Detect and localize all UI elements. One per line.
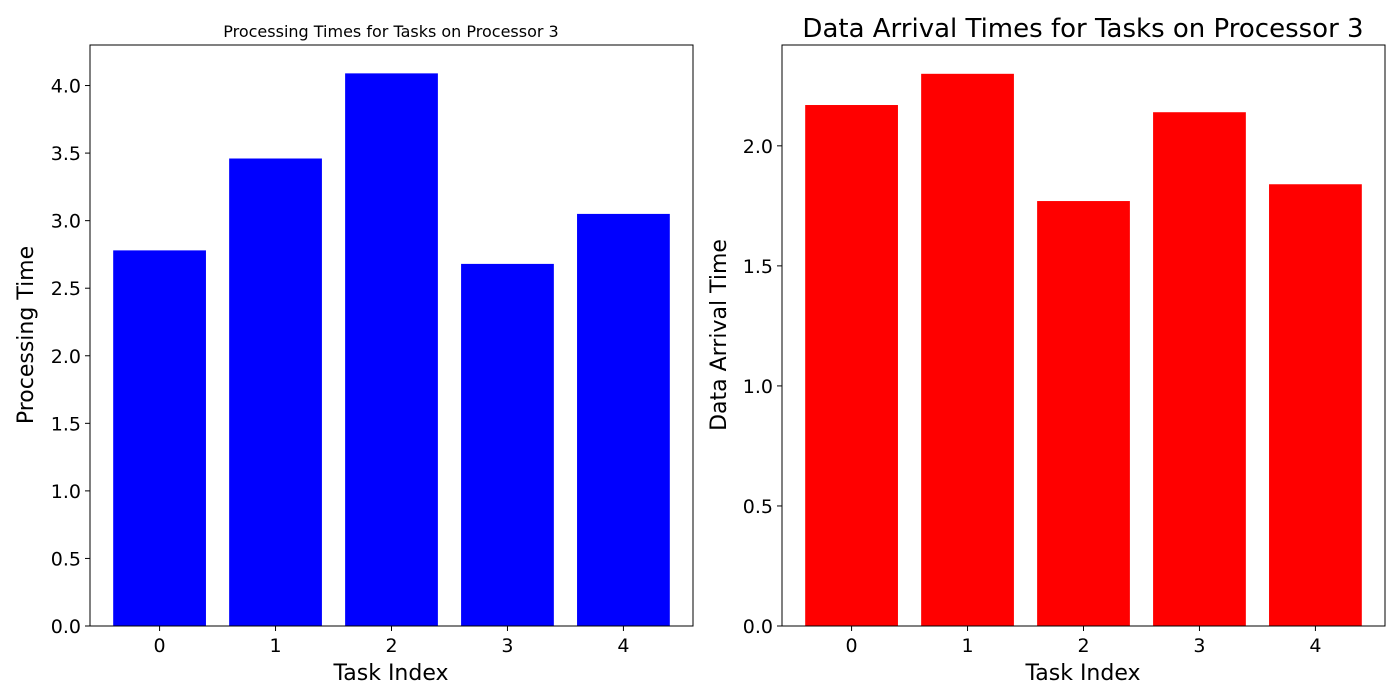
x-axis-label: Task Index <box>1024 661 1140 686</box>
y-axis-ticks: 0.0 0.5 1.0 1.5 2.0 2.5 3.0 3.5 4.0 <box>51 76 90 638</box>
bar-task-0 <box>113 250 206 626</box>
bar-task-2 <box>345 73 438 627</box>
bars <box>805 73 1362 627</box>
x-axis-label: Task Index <box>332 661 448 686</box>
data-arrival-times-chart: Data Arrival Times for Tasks on Processo… <box>707 14 1386 686</box>
y-tick-label: 0.0 <box>743 616 773 638</box>
x-tick-label: 3 <box>1193 635 1205 657</box>
x-tick-label: 1 <box>269 635 281 657</box>
y-tick-label: 1.5 <box>51 413 81 435</box>
bar-task-4 <box>1269 184 1362 626</box>
x-tick-label: 4 <box>617 635 629 657</box>
bars <box>113 73 670 627</box>
bar-task-4 <box>577 213 670 626</box>
y-axis-label: Data Arrival Time <box>707 239 732 431</box>
bar-task-3 <box>461 263 554 626</box>
y-tick-label: 0.5 <box>51 548 81 570</box>
y-tick-label: 0.0 <box>51 616 81 638</box>
chart-title: Processing Times for Tasks on Processor … <box>223 22 558 41</box>
y-tick-label: 3.5 <box>51 143 81 165</box>
bar-task-3 <box>1153 112 1246 627</box>
x-tick-label: 2 <box>1077 635 1089 657</box>
y-tick-label: 1.5 <box>743 256 773 278</box>
x-tick-label: 1 <box>961 635 973 657</box>
y-axis-ticks: 0.0 0.5 1.0 1.5 2.0 <box>743 136 782 638</box>
y-tick-label: 3.0 <box>51 211 81 233</box>
chart-title: Data Arrival Times for Tasks on Processo… <box>802 14 1363 44</box>
x-tick-label: 2 <box>385 635 397 657</box>
y-tick-label: 1.0 <box>743 376 773 398</box>
processing-times-chart: Processing Times for Tasks on Processor … <box>14 22 694 686</box>
bar-task-2 <box>1037 201 1130 627</box>
y-tick-label: 1.0 <box>51 481 81 503</box>
x-tick-label: 4 <box>1309 635 1321 657</box>
x-axis-ticks: 0 1 2 3 4 <box>154 626 629 657</box>
y-tick-label: 2.0 <box>51 346 81 368</box>
y-tick-label: 2.5 <box>51 278 81 300</box>
y-tick-label: 2.0 <box>743 136 773 158</box>
y-tick-label: 0.5 <box>743 496 773 518</box>
x-axis-ticks: 0 1 2 3 4 <box>846 626 1321 657</box>
bar-task-1 <box>921 73 1014 626</box>
y-axis-label: Processing Time <box>14 246 39 424</box>
x-tick-label: 0 <box>154 635 166 657</box>
bar-task-0 <box>805 105 898 626</box>
bar-task-1 <box>229 158 322 626</box>
y-tick-label: 4.0 <box>51 76 81 98</box>
x-tick-label: 0 <box>846 635 858 657</box>
x-tick-label: 3 <box>501 635 513 657</box>
